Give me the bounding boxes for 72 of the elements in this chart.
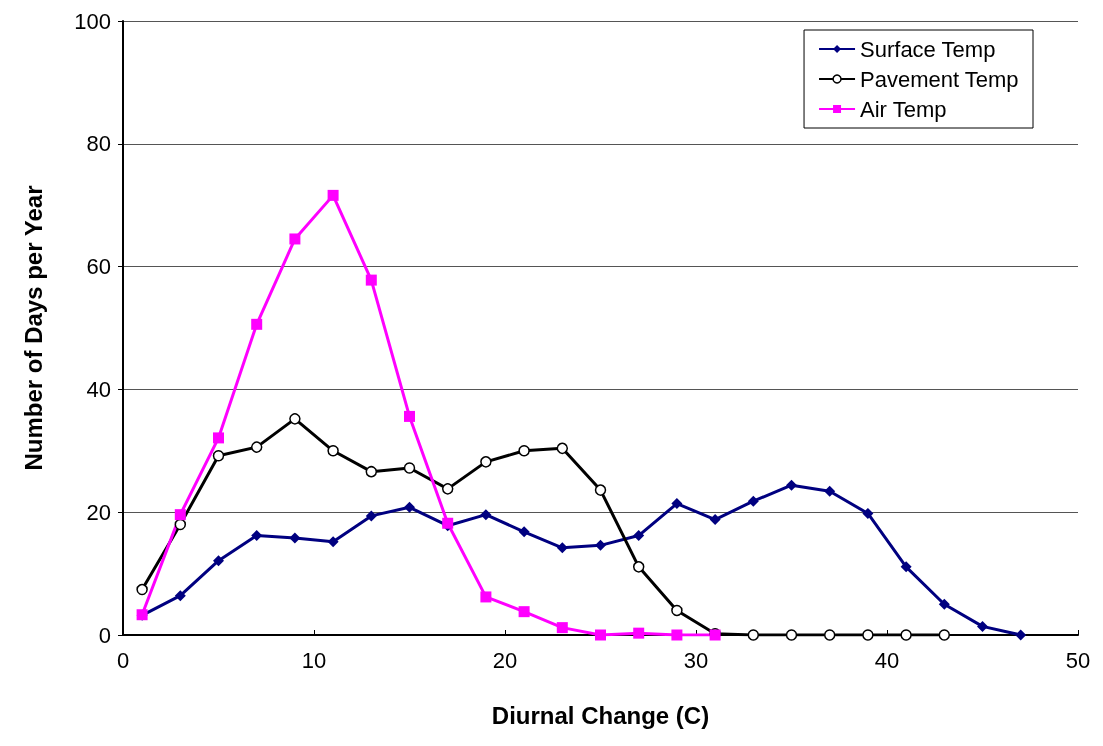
x-tick-label: 50: [1065, 647, 1091, 673]
point: [365, 274, 377, 286]
point: [633, 627, 645, 639]
point: [480, 509, 492, 521]
point: [518, 606, 530, 618]
legend-label: Air Temp: [860, 96, 947, 122]
point: [403, 462, 416, 474]
point: [900, 561, 912, 573]
point: [632, 561, 645, 573]
y-tick-label: 100: [74, 8, 111, 34]
y-tick-label: 80: [86, 131, 111, 157]
point: [404, 501, 415, 513]
point: [480, 591, 492, 603]
point: [289, 532, 301, 544]
point: [327, 536, 339, 548]
point: [404, 410, 415, 422]
point: [250, 441, 263, 453]
point: [747, 495, 759, 507]
x-tick-label: 20: [492, 647, 518, 673]
point: [1015, 629, 1027, 641]
x-tick-label: 40: [874, 647, 900, 673]
x-tick-label: 30: [683, 647, 709, 673]
legend-label: Pavement Temp: [860, 66, 1019, 92]
y-tick-label: 40: [86, 376, 111, 402]
point: [174, 509, 186, 521]
point: [480, 456, 492, 468]
point: [289, 413, 301, 425]
x-axis-title: Diurnal Change (C): [491, 701, 710, 729]
point: [633, 530, 645, 542]
y-axis-title: Number of Days per Year: [19, 185, 47, 471]
point: [671, 498, 683, 510]
point: [862, 507, 874, 519]
point: [556, 442, 569, 455]
point: [823, 629, 836, 641]
point: [938, 598, 950, 610]
point: [786, 479, 797, 491]
point: [556, 542, 568, 554]
y-tick-label: 20: [86, 499, 111, 525]
point: [441, 483, 454, 495]
point: [251, 530, 263, 542]
point: [365, 510, 377, 522]
point: [595, 539, 606, 551]
legend-label: Surface Temp: [860, 36, 996, 62]
point: [289, 233, 301, 245]
point: [213, 432, 224, 444]
point: [212, 449, 225, 462]
point: [556, 622, 568, 634]
point: [747, 629, 760, 641]
point: [709, 514, 721, 526]
point: [862, 629, 874, 641]
point: [365, 465, 378, 478]
point: [977, 620, 988, 632]
point: [671, 604, 683, 617]
point: [136, 583, 148, 596]
point: [671, 629, 683, 641]
y-tick-label: 0: [98, 622, 111, 648]
point: [327, 445, 339, 457]
point: [938, 629, 951, 641]
y-tick-label: 60: [86, 254, 111, 280]
point: [595, 629, 606, 641]
point: [824, 485, 836, 497]
point: [251, 318, 263, 330]
point: [900, 629, 912, 641]
point: [518, 526, 530, 538]
x-tick-label: 0: [116, 647, 130, 673]
point: [213, 555, 224, 567]
point: [174, 590, 186, 602]
point: [785, 629, 798, 641]
point: [594, 484, 607, 496]
x-tick-label: 10: [301, 647, 327, 673]
point: [518, 445, 530, 457]
point: [327, 189, 339, 201]
